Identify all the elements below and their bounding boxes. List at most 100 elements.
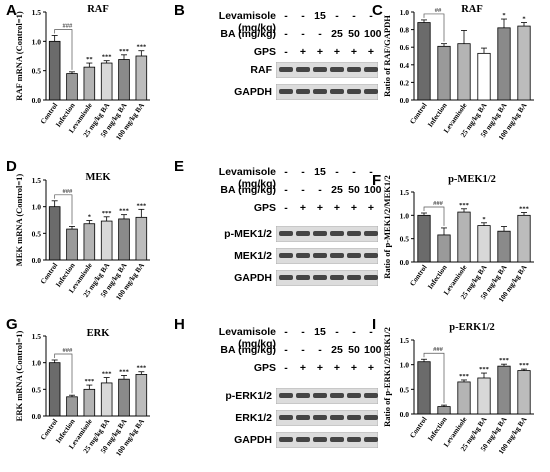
blot-condition-label: GPS [253,46,276,58]
bar [100,382,113,417]
blot-band [313,437,327,442]
blot-condition-cell: - [284,362,288,374]
blot-band [296,415,310,420]
blot-condition-cell: - [284,326,288,338]
y-axis-label: Ratio of p-ERK1/2/ERK1/2 [382,327,392,427]
y-tick-label: 0.0 [400,96,410,105]
significance-label: *** [136,365,146,372]
blot-band [347,253,361,258]
blot-band [279,415,293,420]
significance-label: *** [136,44,146,51]
blot-band [296,275,310,280]
blot-condition-label: Levamisole (mg/kg) [218,10,276,34]
blot-band [347,437,361,442]
blot-band [313,275,327,280]
blot-band-label: GAPDH [234,86,272,98]
blot-band-label: RAF [250,64,272,76]
chart-panel-f: p-MEK1/2 Ratio of p-MEK1/2/MEK1/2 0.0 0.5 1.… [382,174,534,304]
blot-condition-cell: + [299,362,307,374]
panel-letter-f: F [372,172,382,189]
blot-condition-label: BA (mg/kg) [220,28,276,40]
blot-condition-cell: - [352,10,356,22]
blot-condition-cell: - [335,166,339,178]
significance-label: *** [479,366,489,373]
significance-label: * [502,12,505,19]
blot-band [347,67,361,72]
x-tick-label: Control [408,102,428,126]
blot-condition-label: GPS [253,202,276,214]
bar [497,365,511,415]
blot-band [330,415,344,420]
blot-condition-cell: - [301,10,305,22]
bar [135,374,148,417]
blot-band-strip [276,248,378,264]
blot-band [313,415,327,420]
blot-condition-label: GPS [253,362,276,374]
blot-band-label: MEK1/2 [234,250,272,262]
blot-band-label: p-MEK1/2 [224,228,272,240]
significance-label: * [88,214,91,221]
blot-condition-cell: 50 [348,28,360,40]
y-tick-label: 1.0 [32,37,42,46]
significance-label: ### [433,200,444,207]
blot-condition-cell: + [316,362,324,374]
blot-condition-cell: + [367,362,375,374]
bar [497,27,511,101]
blot-condition-cell: - [284,166,288,178]
bar [83,66,96,101]
blot-band-label: GAPDH [234,272,272,284]
y-tick-label: 0.6 [400,43,410,52]
y-tick-label: 1.5 [32,8,42,17]
comparison-bracket [54,194,73,225]
bar [477,377,491,415]
blot-band-strip [276,62,378,78]
blot-condition-cell: + [299,46,307,58]
blot-condition-cell: - [301,184,305,196]
blot-condition-cell: - [352,166,356,178]
blot-band [330,275,344,280]
blot-band [313,231,327,236]
comparison-bracket [423,13,445,42]
chart-title: ERK [87,328,111,339]
y-tick-label: 1.0 [400,8,410,17]
blot-band [364,231,378,236]
significance-label: *** [459,202,469,209]
bar [477,225,491,263]
significance-label: *** [102,371,112,378]
chart-title: p-MEK1/2 [448,174,496,185]
blot-condition-cell: - [284,28,288,40]
significance-label: *** [119,48,129,55]
comparison-bracket [423,206,445,226]
bar [517,25,531,101]
blot-band-label: ERK1/2 [235,412,272,424]
panel-letter-g: G [6,316,18,333]
blot-condition-cell: - [284,202,288,214]
blot-band [330,393,344,398]
y-axis-label: ERK mRNA (Control=1) [14,331,24,422]
blot-band [364,67,378,72]
blot-condition-cell: - [318,184,322,196]
y-tick-label: 1.0 [400,361,410,370]
blot-condition-cell: - [301,166,305,178]
blot-condition-cell: + [316,46,324,58]
blot-band [296,393,310,398]
blot-band [296,437,310,442]
significance-label: *** [102,210,112,217]
blot-band [364,275,378,280]
bar [66,228,78,261]
blot-condition-cell: + [350,46,358,58]
blot-condition-label: Levamisole (mg/kg) [218,166,276,190]
y-tick-label: 1.0 [32,203,42,212]
panel-letter-i: I [372,316,377,333]
blot-condition-cell: - [284,46,288,58]
bar [457,211,471,263]
significance-label: ### [62,188,73,195]
blot-condition-cell: 100 [364,344,382,356]
western-blot-panel-b: Levamisole (mg/kg) - -15- - - BA (mg/kg) - - -25… [178,0,382,156]
bar [477,52,491,101]
bar [457,43,471,101]
significance-label: *** [119,208,129,215]
blot-band-label: GAPDH [234,434,272,446]
significance-label: *** [459,373,469,380]
